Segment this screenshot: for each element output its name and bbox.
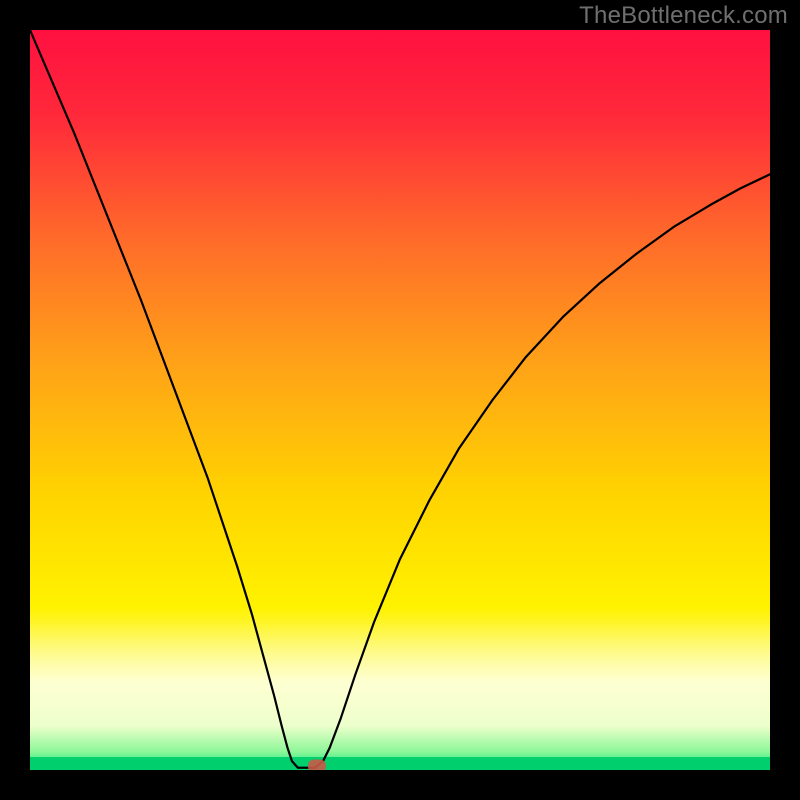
bottleneck-curve [30, 30, 770, 770]
min-marker [308, 760, 326, 770]
curve-path [30, 30, 770, 768]
plot-area [30, 30, 770, 770]
watermark-text: TheBottleneck.com [579, 2, 788, 30]
chart-stage: TheBottleneck.com [0, 0, 800, 800]
